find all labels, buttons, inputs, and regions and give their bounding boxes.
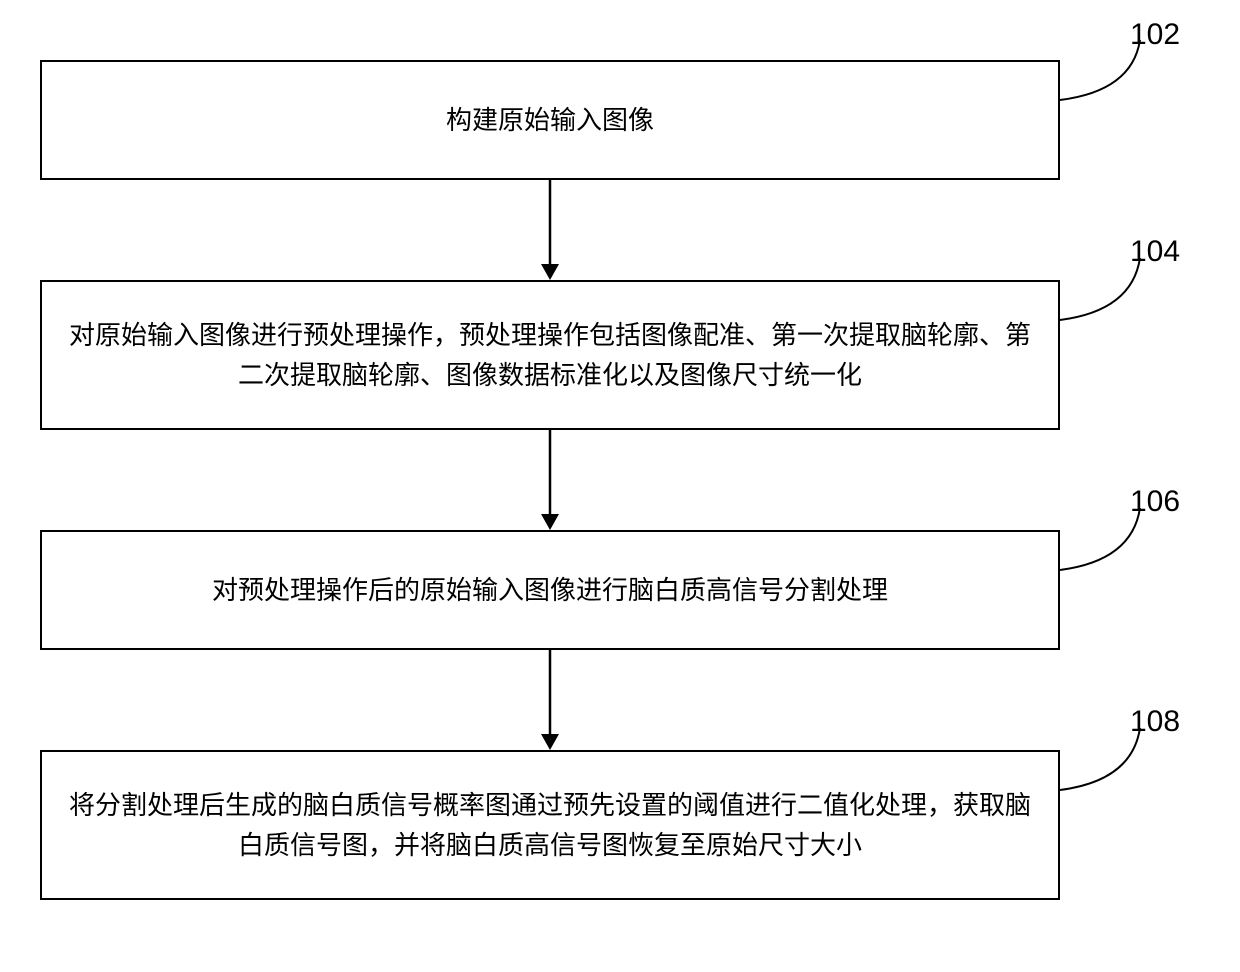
node-text: 对预处理操作后的原始输入图像进行脑白质高信号分割处理 <box>212 570 888 610</box>
callout-curve <box>1060 258 1140 320</box>
flowchart-node: 对原始输入图像进行预处理操作，预处理操作包括图像配准、第一次提取脑轮廓、第二次提… <box>40 280 1060 430</box>
node-text: 对原始输入图像进行预处理操作，预处理操作包括图像配准、第一次提取脑轮廓、第二次提… <box>66 315 1034 396</box>
flow-arrow <box>535 180 565 280</box>
flow-arrow <box>535 650 565 750</box>
flowchart-node: 对预处理操作后的原始输入图像进行脑白质高信号分割处理 <box>40 530 1060 650</box>
flowchart-canvas: 构建原始输入图像102对原始输入图像进行预处理操作，预处理操作包括图像配准、第一… <box>0 0 1240 972</box>
flowchart-node: 构建原始输入图像 <box>40 60 1060 180</box>
callout-curve <box>1060 40 1140 100</box>
flow-arrow <box>535 430 565 530</box>
callout-curve <box>1060 508 1140 570</box>
flowchart-node: 将分割处理后生成的脑白质信号概率图通过预先设置的阈值进行二值化处理，获取脑白质信… <box>40 750 1060 900</box>
node-text: 将分割处理后生成的脑白质信号概率图通过预先设置的阈值进行二值化处理，获取脑白质信… <box>66 785 1034 866</box>
callout-curve <box>1060 728 1140 790</box>
node-text: 构建原始输入图像 <box>446 100 654 140</box>
